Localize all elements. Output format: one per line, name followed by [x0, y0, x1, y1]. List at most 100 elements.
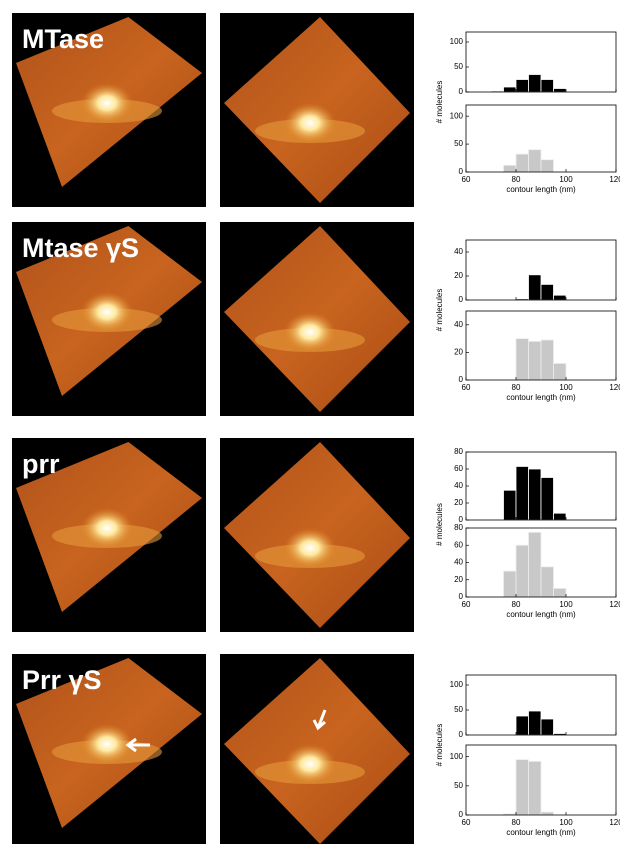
x-tick-label: 120	[609, 175, 620, 184]
histogram-bar	[540, 283, 554, 301]
panel-label: prr	[22, 449, 60, 479]
histogram-bar	[528, 149, 542, 173]
x-tick-label: 60	[462, 600, 471, 609]
x-tick-label: 100	[559, 600, 573, 609]
x-tick-label: 80	[512, 600, 521, 609]
y-axis-label: # molecules	[435, 289, 444, 332]
histogram-bar	[515, 338, 529, 381]
y-tick-label: 20	[454, 271, 463, 280]
y-tick-label: 100	[450, 37, 464, 46]
x-tick-label: 80	[512, 175, 521, 184]
panel-label: MTase	[22, 24, 104, 54]
y-tick-label: 0	[459, 810, 464, 819]
histogram-bar	[515, 715, 529, 736]
histogram-bar	[503, 164, 517, 173]
histogram-bar	[528, 468, 542, 521]
histogram-bar	[515, 759, 529, 816]
y-tick-label: 20	[454, 348, 463, 357]
x-tick-label: 100	[559, 383, 573, 392]
histogram-bar	[540, 566, 554, 598]
y-tick-label: 0	[459, 515, 464, 524]
x-tick-label: 120	[609, 383, 620, 392]
afm-peak	[284, 528, 336, 568]
x-tick-label: 120	[609, 818, 620, 827]
histogram-bar	[553, 587, 567, 598]
histogram-bar	[553, 294, 567, 301]
x-tick-label: 60	[462, 175, 471, 184]
afm-peak	[81, 508, 133, 548]
histogram-bar	[528, 274, 542, 301]
x-tick-label: 60	[462, 383, 471, 392]
afm-peak	[81, 83, 133, 123]
panel-label: Mtase γS	[22, 233, 139, 263]
arrow	[312, 709, 327, 731]
y-tick-label: 40	[454, 558, 463, 567]
y-tick-label: 0	[459, 295, 464, 304]
histogram-bar	[528, 340, 542, 381]
histogram-bar	[515, 153, 529, 173]
plot-frame	[465, 31, 617, 93]
x-axis-label: contour length (nm)	[506, 828, 576, 837]
y-tick-label: 80	[454, 447, 463, 456]
afm-peak	[284, 312, 336, 352]
y-tick-label: 50	[454, 139, 463, 148]
histogram-bar	[540, 339, 554, 381]
afm-peak	[284, 103, 336, 143]
y-tick-label: 50	[454, 705, 463, 714]
y-tick-label: 100	[450, 752, 464, 761]
y-tick-label: 40	[454, 481, 463, 490]
y-tick-label: 0	[459, 730, 464, 739]
y-axis-label: # molecules	[435, 724, 444, 767]
x-axis-label: contour length (nm)	[506, 393, 576, 402]
histogram-bar	[528, 74, 542, 93]
x-tick-label: 100	[559, 818, 573, 827]
histogram-bar	[515, 544, 529, 598]
y-axis-label: # molecules	[435, 81, 444, 124]
y-tick-label: 60	[454, 540, 463, 549]
histogram-bar	[528, 710, 542, 736]
histogram-bar	[503, 86, 517, 93]
histogram-bar	[540, 477, 554, 521]
y-tick-label: 0	[459, 375, 464, 384]
y-tick-label: 0	[459, 87, 464, 96]
afm-peak	[81, 724, 133, 764]
x-tick-label: 80	[512, 818, 521, 827]
histogram-bar	[540, 79, 554, 93]
histogram-bar	[515, 79, 529, 93]
y-tick-label: 50	[454, 62, 463, 71]
y-axis-label: # molecules	[435, 503, 444, 546]
y-tick-label: 100	[450, 680, 464, 689]
y-tick-label: 40	[454, 247, 463, 256]
x-tick-label: 120	[609, 600, 620, 609]
arrow	[125, 737, 150, 753]
histogram-bar	[528, 531, 542, 598]
y-tick-label: 20	[454, 575, 463, 584]
histogram-bar	[540, 811, 554, 816]
plot-frame	[465, 674, 617, 736]
histogram-bar	[553, 88, 567, 93]
plot-frame	[465, 239, 617, 301]
y-tick-label: 60	[454, 464, 463, 473]
afm-peak	[284, 744, 336, 784]
afm-peak	[81, 292, 133, 332]
histogram-bar	[540, 718, 554, 736]
x-axis-label: contour length (nm)	[506, 610, 576, 619]
y-tick-label: 40	[454, 320, 463, 329]
y-tick-label: 100	[450, 111, 464, 120]
x-tick-label: 60	[462, 818, 471, 827]
panel-label: Prr γS	[22, 665, 102, 695]
histogram-bar	[528, 760, 542, 816]
y-tick-label: 80	[454, 523, 463, 532]
histogram-bar	[553, 512, 567, 521]
plot-frame	[465, 744, 617, 816]
y-tick-label: 50	[454, 781, 463, 790]
histogram-bar	[540, 159, 554, 173]
y-tick-label: 20	[454, 498, 463, 507]
plot-frame	[465, 104, 617, 173]
plot-frame	[465, 310, 617, 381]
histogram-bar	[503, 570, 517, 598]
histogram-bar	[553, 363, 567, 381]
y-tick-label: 0	[459, 167, 464, 176]
y-tick-label: 0	[459, 592, 464, 601]
